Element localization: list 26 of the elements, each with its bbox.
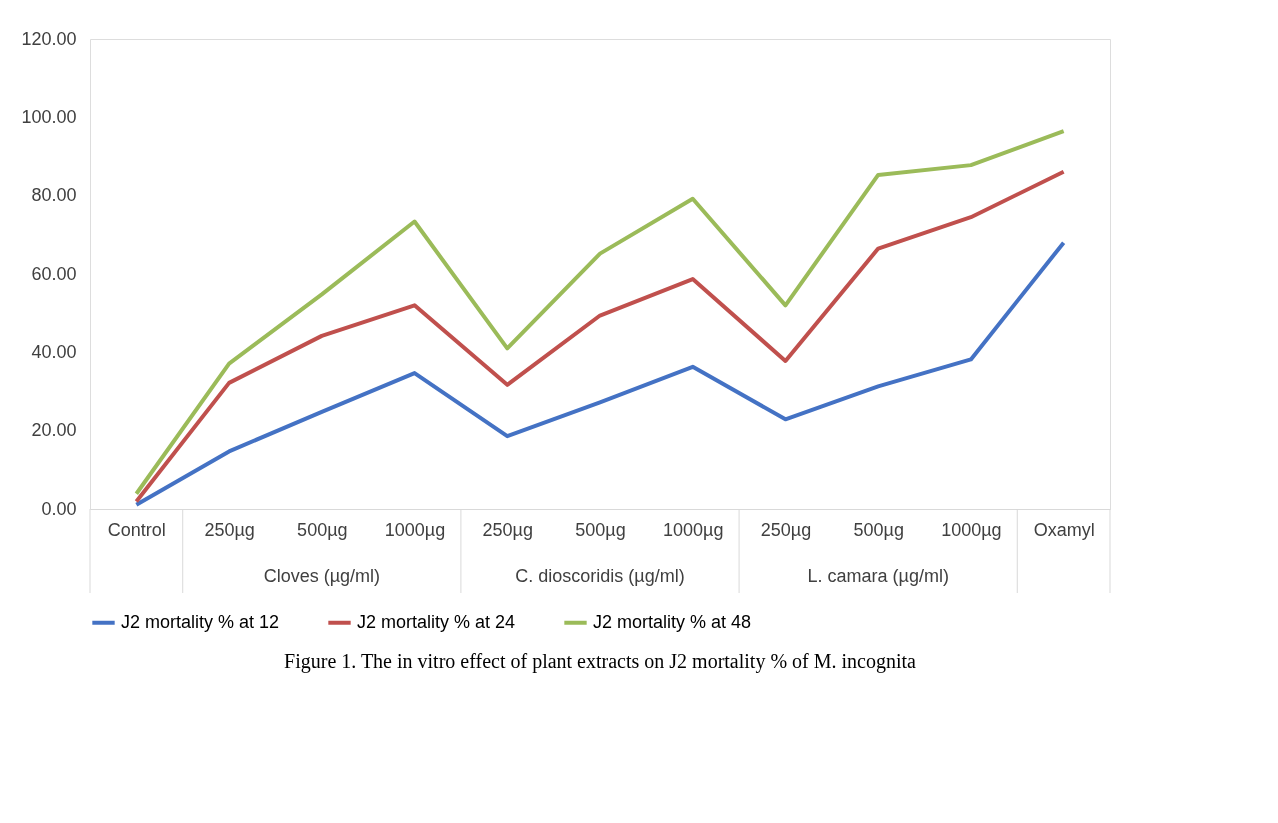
x-tick-label: Control [107,519,166,540]
y-tick-label: 20.00 [31,420,77,441]
y-tick-label: 60.00 [31,263,77,284]
x-tick-label: 1000µg [663,519,724,540]
x-tick-label: 1000µg [941,519,1002,540]
x-tick-label: 250µg [482,519,533,540]
legend-label: J2 mortality % at 48 [593,611,752,632]
y-tick-label: 40.00 [31,341,77,362]
legend-label: J2 mortality % at 12 [121,611,280,632]
x-tick-label: 250µg [760,519,812,540]
text: L. camara (µg/ml) [807,566,949,586]
legend-label: J2 mortality % at 24 [357,611,516,632]
x-tick-label: 500µg [853,519,904,540]
y-tick-label: 80.00 [31,185,77,206]
y-tick-label: 0.00 [41,498,77,519]
y-tick-label: 100.00 [21,106,77,127]
line-series [134,240,1066,507]
x-tick-label: 1000µg [384,519,446,540]
x-tick-label: Oxamyl [1033,519,1095,540]
x-tick-label: 500µg [575,519,626,540]
x-tick-label: 500µg [297,519,348,540]
text: Cloves (µg/ml) [263,566,381,586]
text: Figure 1. The in vitro effect of plant extracts on J2 mortality % of M. incognita [284,650,917,673]
x-tick-label: 250µg [204,519,255,540]
text: C. dioscoridis (µg/ml) [515,566,685,586]
y-tick-label: 120.00 [21,28,77,49]
